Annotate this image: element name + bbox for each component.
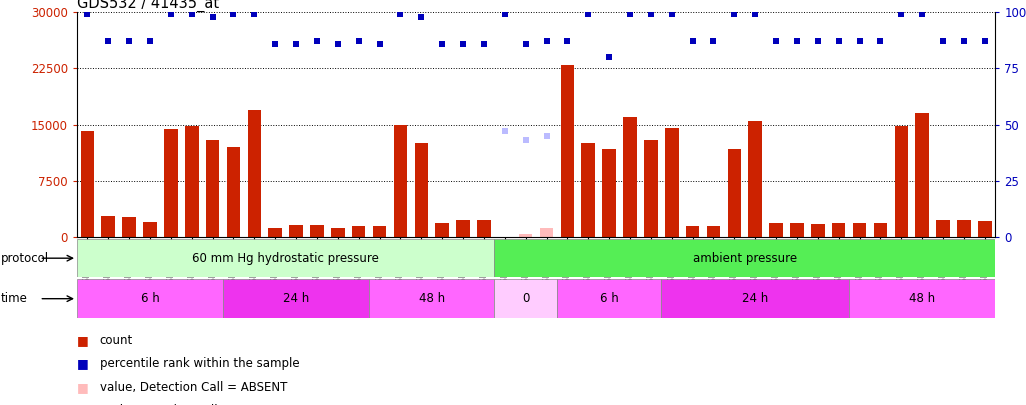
Bar — [77, 279, 223, 318]
Bar — [644, 140, 658, 237]
Bar — [895, 126, 908, 237]
Bar — [223, 279, 369, 318]
Bar — [122, 217, 135, 237]
Bar — [289, 225, 303, 237]
Bar — [477, 220, 490, 237]
Text: 48 h: 48 h — [909, 292, 936, 305]
Bar — [811, 224, 825, 237]
Bar — [770, 224, 783, 237]
Text: ambient pressure: ambient pressure — [693, 252, 797, 265]
Text: ■: ■ — [77, 334, 88, 347]
Bar — [915, 113, 929, 237]
Text: value, Detection Call = ABSENT: value, Detection Call = ABSENT — [100, 381, 287, 394]
Text: percentile rank within the sample: percentile rank within the sample — [100, 357, 300, 370]
Bar — [495, 279, 557, 318]
Text: 48 h: 48 h — [419, 292, 445, 305]
Bar — [495, 239, 995, 277]
Bar — [310, 225, 324, 237]
Bar — [685, 226, 700, 237]
Text: rank, Detection Call = ABSENT: rank, Detection Call = ABSENT — [100, 404, 281, 405]
Bar — [415, 143, 428, 237]
Bar — [662, 279, 850, 318]
Bar — [77, 239, 495, 277]
Text: protocol: protocol — [1, 252, 49, 265]
Bar — [435, 224, 449, 237]
Text: count: count — [100, 334, 132, 347]
Bar — [665, 128, 678, 237]
Bar — [850, 279, 995, 318]
Bar — [247, 110, 262, 237]
Bar — [206, 140, 220, 237]
Bar — [144, 222, 157, 237]
Bar — [874, 223, 887, 237]
Text: 24 h: 24 h — [742, 292, 768, 305]
Bar — [602, 149, 616, 237]
Bar — [352, 226, 365, 237]
Bar — [623, 117, 637, 237]
Bar — [185, 126, 198, 237]
Bar — [102, 216, 115, 237]
Text: 60 mm Hg hydrostatic pressure: 60 mm Hg hydrostatic pressure — [192, 252, 379, 265]
Text: 6 h: 6 h — [141, 292, 159, 305]
Bar — [707, 226, 720, 237]
Bar — [582, 143, 595, 237]
Bar — [957, 220, 971, 237]
Bar — [164, 129, 177, 237]
Bar — [519, 234, 532, 237]
Bar — [331, 228, 345, 237]
Text: ■: ■ — [77, 381, 88, 394]
Bar — [790, 224, 803, 237]
Text: GDS532 / 41435_at: GDS532 / 41435_at — [77, 0, 220, 12]
Text: 0: 0 — [522, 292, 529, 305]
Text: 6 h: 6 h — [600, 292, 619, 305]
Bar — [853, 223, 866, 237]
Text: time: time — [1, 292, 28, 305]
Bar — [748, 121, 762, 237]
Bar — [978, 221, 991, 237]
Text: 24 h: 24 h — [283, 292, 309, 305]
Bar — [394, 125, 407, 237]
Bar — [457, 220, 470, 237]
Bar — [557, 279, 662, 318]
Bar — [269, 228, 282, 237]
Bar — [81, 130, 94, 237]
Bar — [540, 228, 553, 237]
Text: ■: ■ — [77, 357, 88, 370]
Bar — [369, 279, 495, 318]
Bar — [372, 226, 387, 237]
Bar — [832, 224, 845, 237]
Bar — [227, 147, 240, 237]
Bar — [560, 64, 575, 237]
Bar — [727, 149, 741, 237]
Text: ■: ■ — [77, 404, 88, 405]
Bar — [937, 220, 950, 237]
